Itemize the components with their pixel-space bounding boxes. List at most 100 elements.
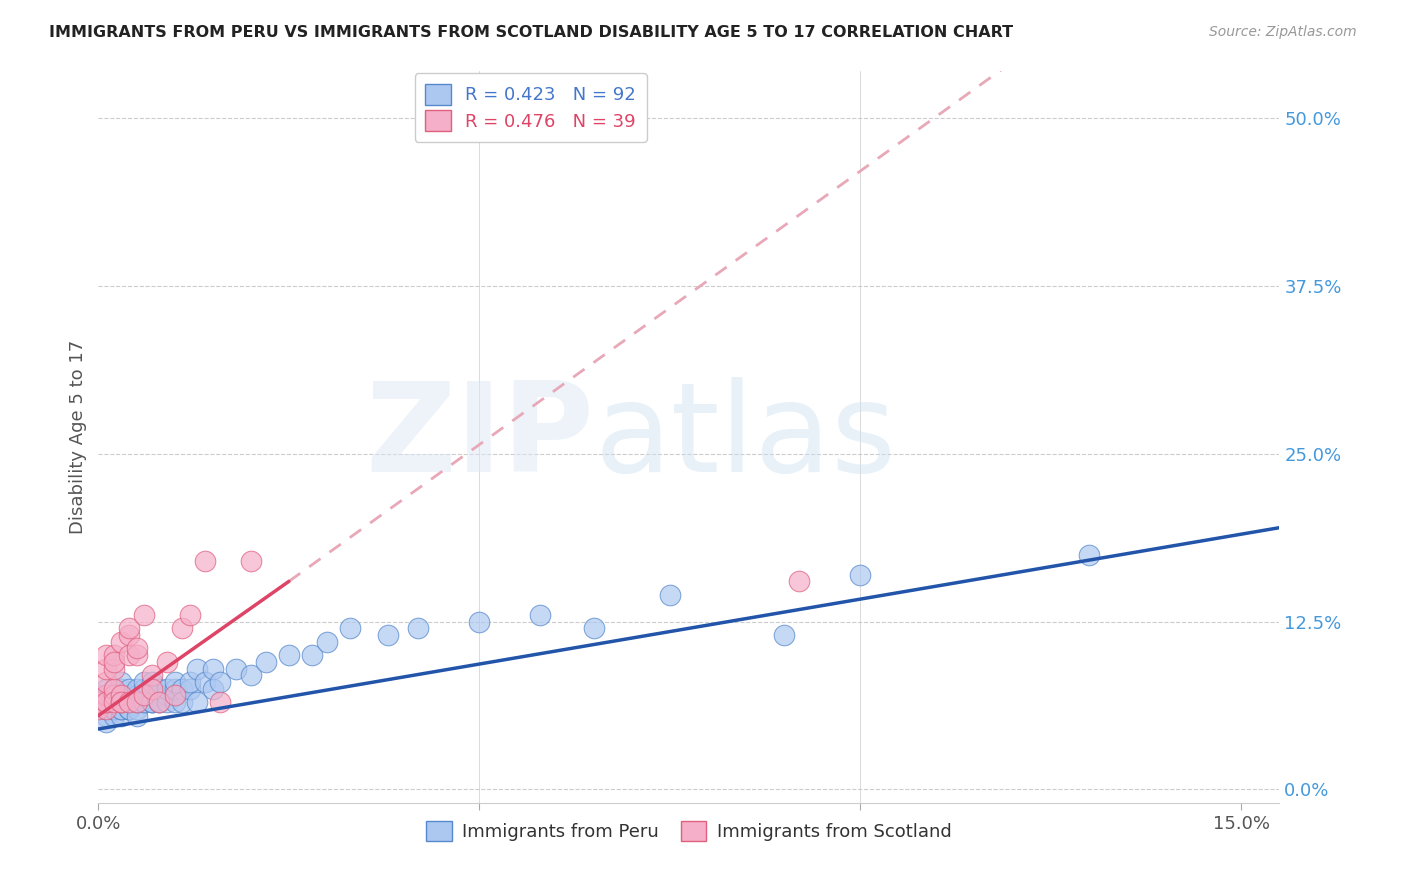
Point (118, 628, 141, 642)
Point (110, 695, 132, 709)
Point (134, 689, 156, 703)
Point (125, 702, 148, 716)
Point (141, 695, 163, 709)
Point (103, 695, 125, 709)
Legend: Immigrants from Peru, Immigrants from Scotland: Immigrants from Peru, Immigrants from Sc… (419, 814, 959, 848)
Point (156, 695, 179, 709)
Point (163, 689, 186, 703)
Point (125, 695, 148, 709)
Point (118, 648, 141, 662)
Point (773, 628, 796, 642)
Point (156, 681, 179, 696)
Point (172, 695, 194, 709)
Point (141, 675, 163, 690)
Point (103, 702, 125, 716)
Point (789, 574, 811, 589)
Point (134, 689, 156, 703)
Point (148, 695, 170, 709)
Point (179, 607, 201, 622)
Point (316, 634, 339, 648)
Point (103, 648, 125, 662)
Point (163, 689, 186, 703)
Point (103, 689, 125, 703)
Point (468, 615, 491, 629)
Point (141, 689, 163, 703)
Point (110, 702, 132, 716)
Point (94, 702, 117, 716)
Y-axis label: Disability Age 5 to 17: Disability Age 5 to 17 (69, 340, 87, 534)
Point (118, 681, 141, 696)
Point (94, 675, 117, 690)
Point (141, 681, 163, 696)
Point (110, 634, 132, 648)
Point (103, 695, 125, 709)
Point (163, 681, 186, 696)
Point (125, 708, 148, 723)
Point (209, 675, 232, 690)
Text: Source: ZipAtlas.com: Source: ZipAtlas.com (1209, 25, 1357, 39)
Point (134, 607, 156, 622)
Point (125, 689, 148, 703)
Point (118, 621, 141, 635)
Point (186, 662, 208, 676)
Point (110, 702, 132, 716)
Point (239, 668, 262, 682)
Point (179, 675, 201, 690)
Point (125, 681, 148, 696)
Point (148, 695, 170, 709)
Point (94, 648, 117, 662)
Point (301, 648, 323, 662)
Point (118, 695, 141, 709)
Point (194, 554, 217, 568)
Point (582, 621, 605, 635)
Point (94, 695, 117, 709)
Point (377, 628, 399, 642)
Point (118, 702, 141, 716)
Point (118, 695, 141, 709)
Point (103, 689, 125, 703)
Point (194, 675, 217, 690)
Point (110, 695, 132, 709)
Point (134, 675, 156, 690)
Point (103, 655, 125, 669)
Point (179, 681, 201, 696)
Point (134, 695, 156, 709)
Point (125, 648, 148, 662)
Point (110, 689, 132, 703)
Point (110, 695, 132, 709)
Point (94, 662, 117, 676)
Point (148, 681, 170, 696)
Point (118, 702, 141, 716)
Point (201, 662, 224, 676)
Point (172, 621, 194, 635)
Point (408, 621, 430, 635)
Point (1078, 548, 1101, 562)
Point (849, 567, 872, 582)
Point (125, 641, 148, 656)
Point (87, 695, 110, 709)
Point (148, 695, 170, 709)
Point (658, 588, 681, 602)
Point (94, 695, 117, 709)
Point (141, 695, 163, 709)
Point (94, 715, 117, 730)
Point (110, 695, 132, 709)
Point (103, 681, 125, 696)
Point (110, 695, 132, 709)
Point (163, 695, 186, 709)
Point (87, 695, 110, 709)
Point (94, 681, 117, 696)
Point (87, 689, 110, 703)
Point (148, 689, 170, 703)
Point (87, 702, 110, 716)
Point (103, 689, 125, 703)
Point (94, 689, 117, 703)
Point (94, 702, 117, 716)
Point (103, 662, 125, 676)
Point (94, 702, 117, 716)
Point (110, 689, 132, 703)
Point (163, 675, 186, 690)
Point (94, 695, 117, 709)
Point (209, 695, 232, 709)
Point (103, 681, 125, 696)
